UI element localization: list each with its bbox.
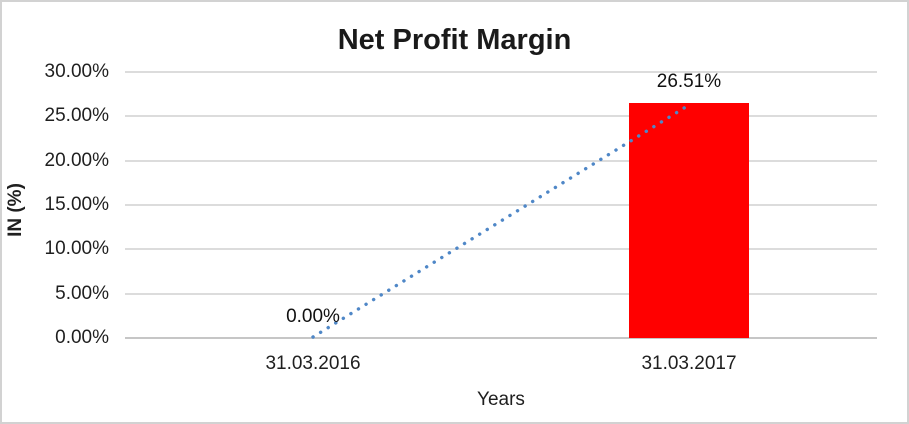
gridline	[125, 248, 877, 251]
data-label[interactable]: 0.00%	[286, 306, 340, 327]
y-tick-label: 20.00%	[44, 149, 109, 171]
gridline	[125, 337, 877, 339]
x-tick-label: 31.03.2016	[265, 353, 361, 374]
y-tick-label: 25.00%	[44, 105, 109, 127]
chart-title[interactable]: Net Profit Margin	[337, 24, 572, 56]
y-tick-label: 5.00%	[55, 282, 109, 304]
y-tick-label: 30.00%	[44, 61, 109, 82]
gridline	[125, 71, 877, 73]
trendline[interactable]	[125, 72, 877, 339]
x-axis-title: Years	[477, 389, 525, 410]
y-tick-label: 10.00%	[44, 238, 109, 260]
y-tick-label: 0.00%	[55, 327, 109, 348]
y-tick-label: 15.00%	[44, 194, 109, 215]
gridline	[125, 115, 877, 118]
gridline	[125, 292, 877, 295]
data-label[interactable]: 26.51%	[656, 70, 722, 92]
plot-area: 0.00% 26.51%	[125, 70, 877, 339]
gridline	[125, 159, 877, 162]
gridline	[125, 204, 877, 206]
x-tick-label: 31.03.2017	[641, 353, 737, 374]
bar-31.03.2017[interactable]	[629, 102, 749, 338]
